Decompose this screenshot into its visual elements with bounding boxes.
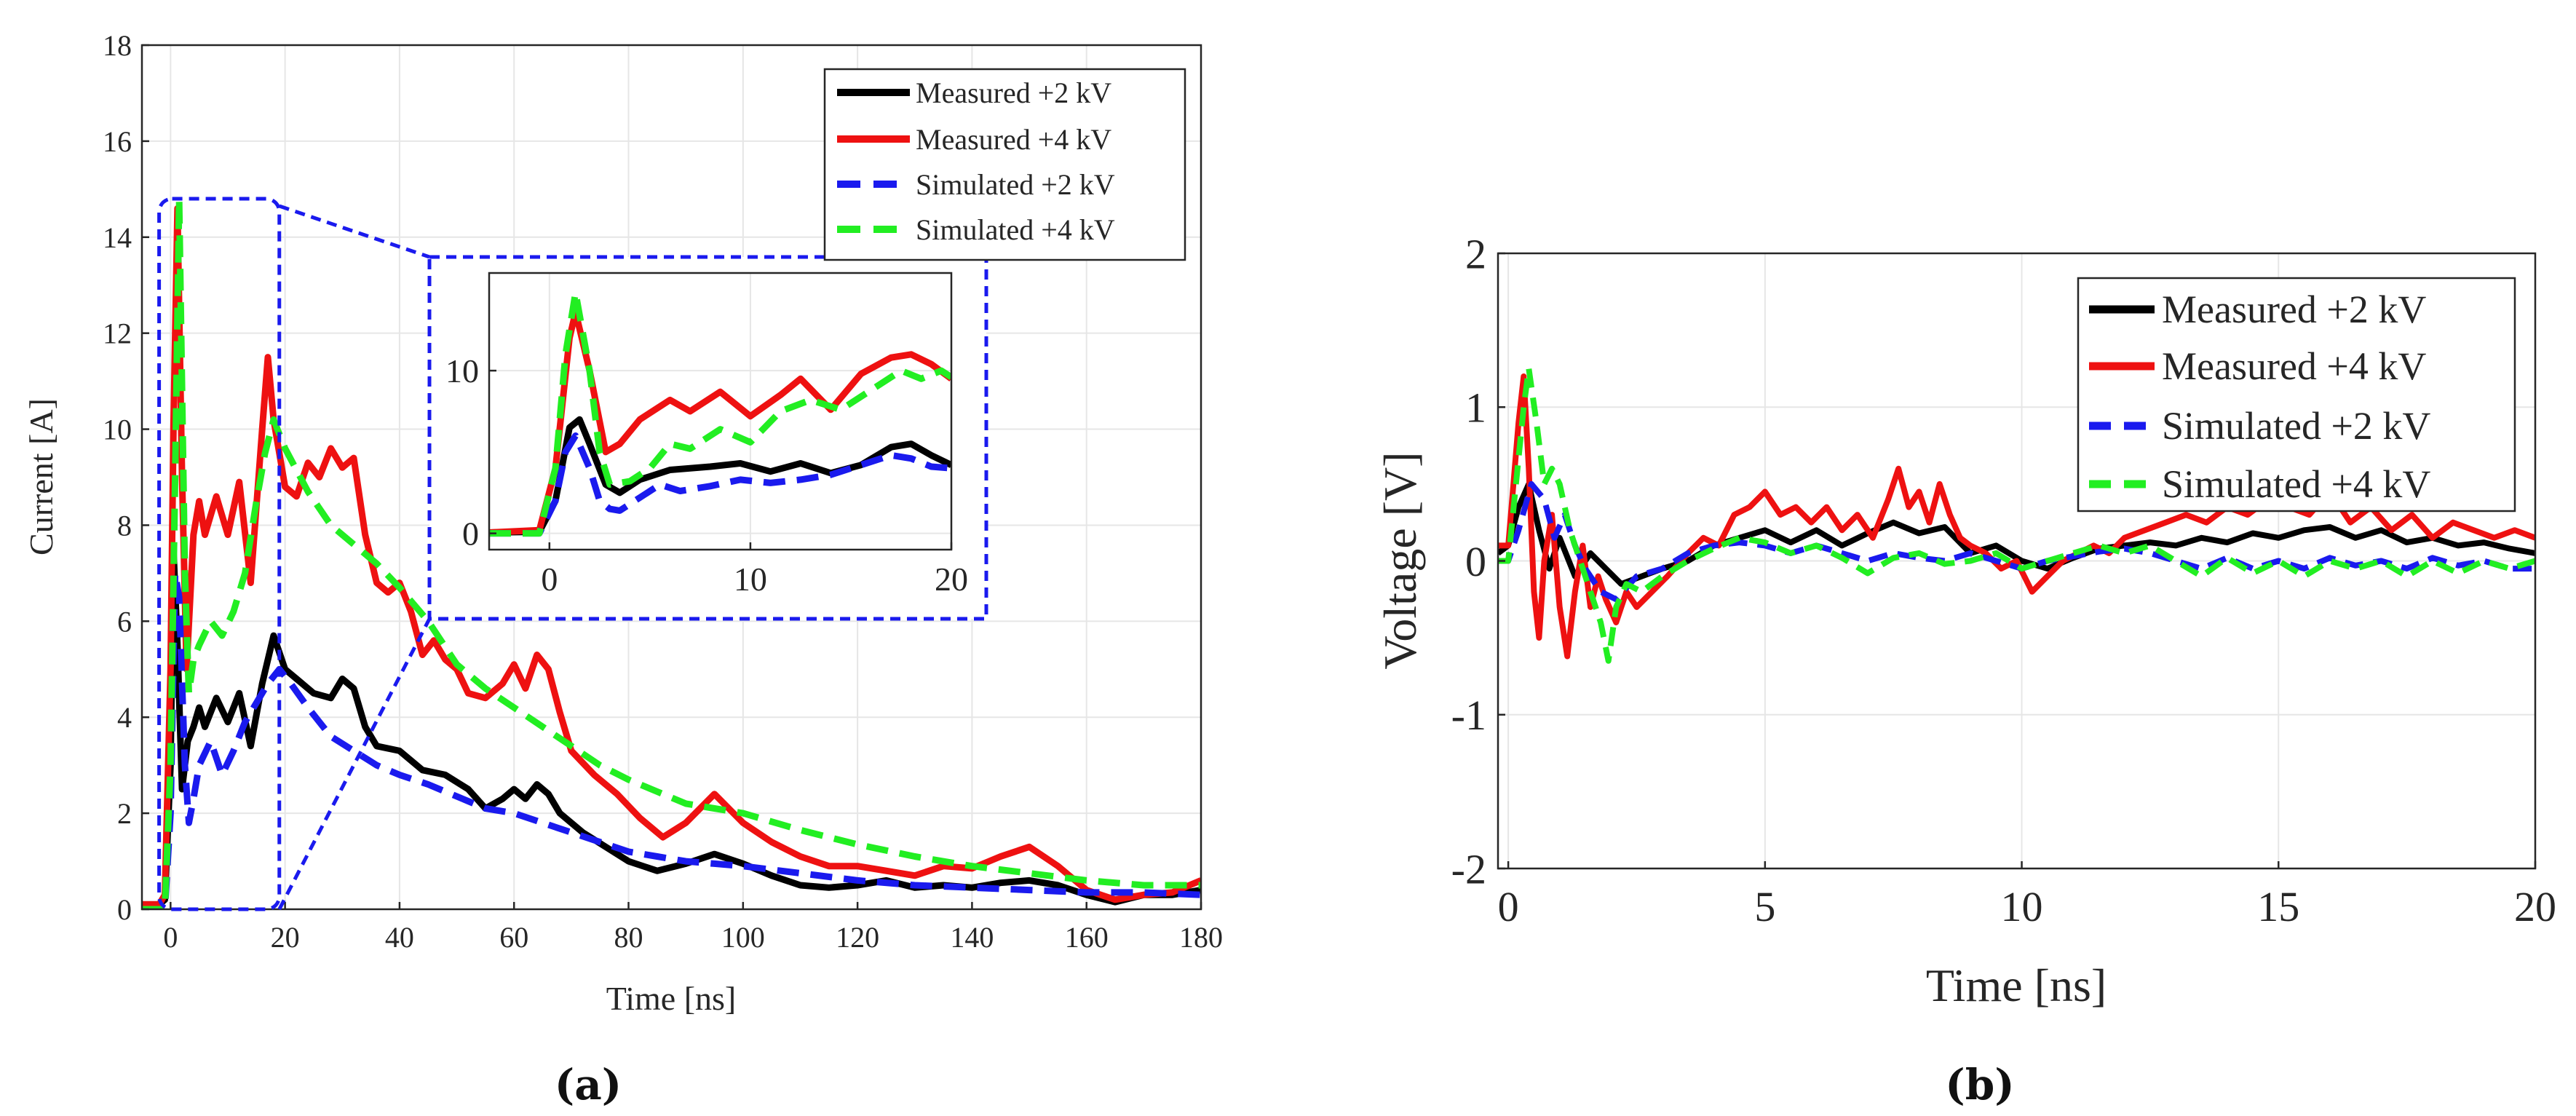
panel-a-x-tick-label: 120 [836,921,879,954]
legend-label-measured-4kv: Measured +4 kV [916,123,1111,156]
legend-label-measured-2kv: Measured +2 kV [916,76,1111,109]
inset-plot-frame [488,272,953,551]
panel-a-y-tick-label: 18 [103,29,132,62]
panel-a-series-simulated-4kv [142,195,1201,909]
panel-b-x-tick-label: 10 [2001,883,2043,930]
inset-y-tick-label: 0 [462,515,479,553]
panel-b-y-tick-label: 1 [1465,384,1486,432]
inset-tick-labels: 0 10 20 0 10 [445,352,968,598]
panel-b-legend: Measured +2 kV Measured +4 kV Simulated … [2077,277,2516,513]
panel-b-x-tick-label: 0 [1498,883,1519,930]
inset-y-tick-label: 10 [445,352,479,389]
panel-b-y-tick-label: 2 [1465,230,1486,277]
panel-a-y-tick-label: 12 [103,317,132,350]
panel-a-y-axis-label: Current [A] [23,398,60,555]
inset-series-simulated-4kv [489,289,951,537]
panel-b-series-simulated-4kv [1498,365,2535,664]
legend-label-simulated-4kv: Simulated +4 kV [2162,462,2430,506]
zoom-connector-line [277,617,432,911]
panel-a-x-tick-label: 60 [499,921,528,954]
panel-a-series-measured-4kv [142,205,1201,908]
inset-series-measured-2kv [489,416,951,536]
panel-a-y-tick-label: 6 [117,605,132,638]
panel-a-x-tick-label: 140 [950,921,994,954]
panel-a-series [142,195,1201,909]
panel-a-x-tick-label: 40 [385,921,414,954]
panel-a-y-tick-label: 8 [117,509,132,542]
legend-label-measured-4kv: Measured +4 kV [2162,344,2426,388]
inset-series [489,289,951,537]
panel-a-x-tick-label: 160 [1065,921,1109,954]
panel-b-x-tick-label: 20 [2514,883,2556,930]
inset-series-measured-4kv [489,309,951,536]
panel-a-y-tick-label: 10 [103,413,132,446]
panel-b-x-axis-label: Time [ns] [1926,959,2107,1011]
panel-a-y-tick-label: 0 [117,893,132,926]
legend-label-simulated-4kv: Simulated +4 kV [916,213,1115,246]
panel-b-caption: (b) [1945,1060,2014,1109]
panel-b-y-tick-label: -2 [1451,845,1486,893]
legend-label-simulated-2kv: Simulated +2 kV [2162,404,2430,448]
inset-chart: 0 10 20 0 10 [427,255,988,621]
panel-a-caption: (a) [555,1060,622,1109]
inset-x-tick-label: 10 [734,561,767,598]
panel-b-tick-labels: 0 5 10 15 20 -2 -1 0 1 2 [1451,230,2556,930]
panel-a-x-tick-label: 180 [1179,921,1223,954]
panel-b-y-tick-label: -1 [1451,692,1486,739]
panel-a-x-tick-label: 0 [163,921,178,954]
legend-box [2077,277,2516,513]
panel-a-legend: Measured +2 kV Measured +4 kV Simulated … [823,68,1186,261]
panel-a-y-tick-label: 4 [117,701,132,734]
panel-b-x-tick-label: 15 [2257,883,2299,930]
panel-a: 0 20 40 60 80 100 120 140 160 180024681012141618 … [23,29,1223,1109]
panel-b-y-tick-label: 0 [1465,538,1486,585]
legend-label-simulated-2kv: Simulated +2 kV [916,168,1115,201]
inset-x-tick-label: 0 [541,561,558,598]
panel-b-y-axis-label: Voltage [V] [1374,451,1426,669]
panel-a-plot-frame [140,44,1202,911]
panel-b: 0 5 10 15 20 -2 -1 0 1 2 Time [ns] Voltage [V] Me… [1374,230,2556,1109]
panel-a-y-tick-label: 16 [103,125,132,158]
panel-a-x-tick-label: 100 [721,921,765,954]
panel-a-x-axis-label: Time [ns] [606,980,737,1017]
zoom-connector-line [278,204,430,259]
inset-series-simulated-2kv [489,432,951,537]
panel-a-x-tick-label: 20 [271,921,300,954]
legend-label-measured-2kv: Measured +2 kV [2162,288,2426,331]
zoom-region-box [157,197,282,911]
inset-x-tick-label: 20 [935,561,968,598]
zoom-indicator [157,197,432,911]
panel-a-x-tick-label: 80 [614,921,643,954]
panel-b-x-tick-label: 5 [1754,883,1775,930]
panel-a-y-tick-label: 2 [117,797,132,830]
panel-a-y-tick-label: 14 [103,221,132,254]
